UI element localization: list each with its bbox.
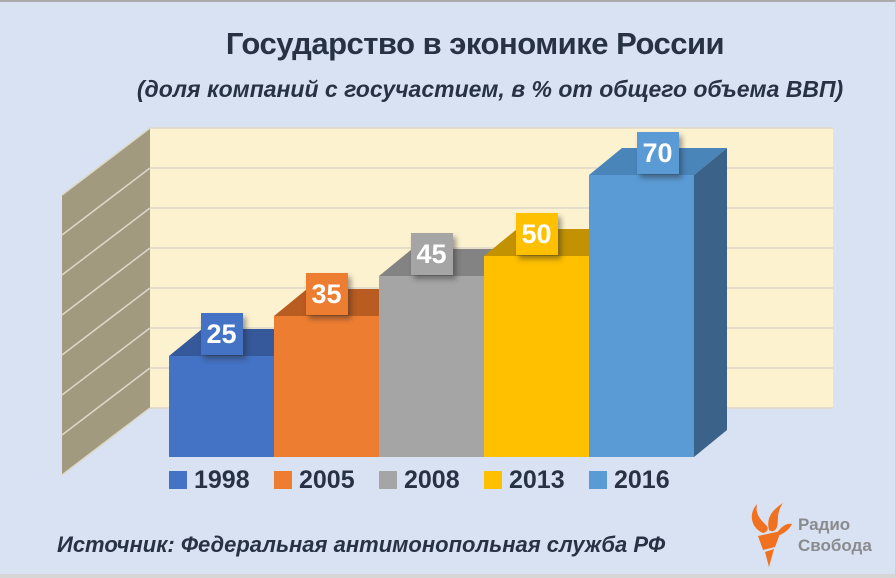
logo-text-line1: Радио: [798, 514, 851, 534]
side-wall-gridline: [61, 407, 151, 476]
legend-swatch-2005: [274, 471, 292, 489]
bar-value-label-2005: 35: [305, 273, 348, 315]
legend-item-2008: 2008: [379, 465, 460, 494]
chart-subtitle: (доля компаний с госучастием, в % от общ…: [136, 76, 844, 102]
side-wall-gridline: [61, 367, 151, 436]
bar-value-label-2016: 70: [636, 132, 679, 174]
legend-label-2013: 2013: [509, 465, 565, 494]
logo-text: Радио Свобода: [798, 514, 872, 557]
chart-title: Государство в экономике России: [225, 26, 725, 61]
legend-swatch-2013: [484, 471, 502, 489]
logo-text-line2: Свобода: [798, 536, 872, 555]
bar-front-face-2013: [484, 256, 589, 457]
legend-swatch-2016: [589, 471, 607, 489]
side-wall-gridline: [61, 207, 151, 276]
side-wall-gridline: [61, 167, 151, 236]
legend-item-2016: 2016: [589, 465, 670, 494]
bar-front-face-2005: [274, 316, 379, 457]
legend-label-2005: 2005: [299, 465, 355, 494]
legend-label-2016: 2016: [614, 465, 670, 494]
side-wall: [62, 128, 150, 475]
source-note: Источник: Федеральная антимонопольная сл…: [57, 532, 666, 557]
legend-label-1998: 1998: [194, 465, 250, 494]
bar-side-face-2016: [694, 148, 727, 457]
bar-value-label-2008: 45: [410, 233, 453, 275]
side-wall-gridline: [61, 127, 151, 196]
bar-value-label-1998: 25: [200, 313, 243, 355]
legend-swatch-2008: [379, 471, 397, 489]
side-wall-gridline: [61, 247, 151, 316]
legend-swatch-1998: [169, 471, 187, 489]
radio-svoboda-logo: Радио Свобода: [744, 502, 872, 568]
bar-front-face-2008: [379, 276, 484, 457]
bar-value-label-2013: 50: [515, 213, 558, 255]
legend-item-2005: 2005: [274, 465, 355, 494]
bar-front-face-1998: [169, 356, 274, 457]
legend-item-1998: 1998: [169, 465, 250, 494]
legend-label-2008: 2008: [404, 465, 460, 494]
bar-front-face-2016: [589, 175, 694, 457]
legend-item-2013: 2013: [484, 465, 565, 494]
torch-flame-icon: [751, 503, 792, 567]
side-wall-gridline: [61, 327, 151, 396]
side-wall-gridline: [61, 287, 151, 356]
